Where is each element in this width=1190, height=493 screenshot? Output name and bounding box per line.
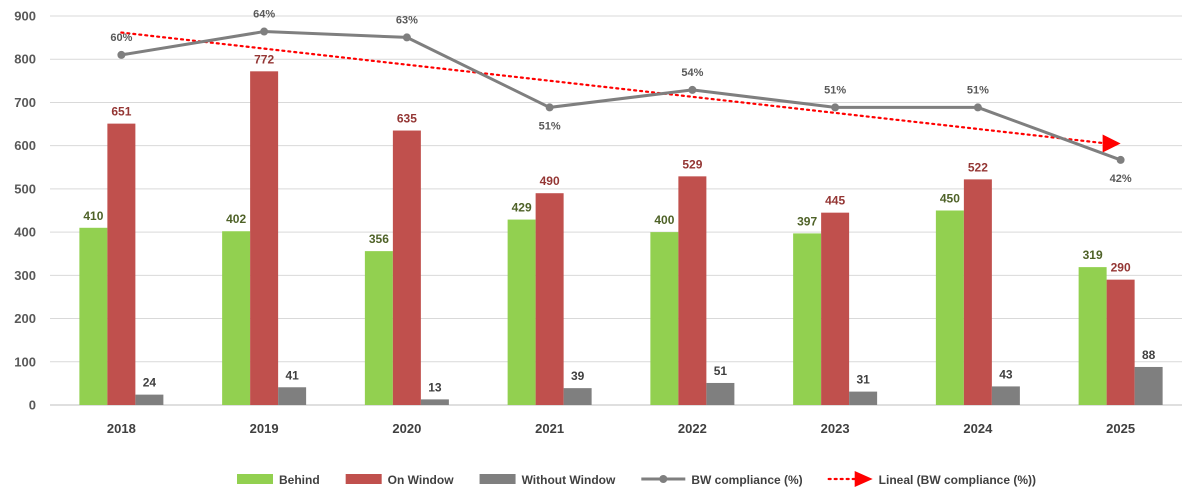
x-tick-label: 2022 <box>678 421 707 436</box>
data-label: 43 <box>999 367 1013 381</box>
legend-swatch <box>479 474 516 484</box>
legend-label: Behind <box>279 473 320 487</box>
y-tick-label: 600 <box>14 138 36 153</box>
data-label: 429 <box>512 201 532 215</box>
bar-on-window <box>963 179 992 405</box>
y-tick-label: 200 <box>14 311 36 326</box>
y-tick-label: 300 <box>14 268 36 283</box>
legend-label: On Window <box>388 473 455 487</box>
compliance-point <box>545 103 554 112</box>
bar-without-window <box>278 387 307 405</box>
bar-on-window <box>1106 279 1135 405</box>
bar-behind <box>650 232 679 405</box>
compliance-label: 51% <box>539 120 561 132</box>
data-label: 356 <box>369 232 389 246</box>
compliance-label: 54% <box>681 67 703 79</box>
compliance-line <box>121 30 1122 162</box>
bar-behind <box>507 219 536 405</box>
bar-on-window <box>392 130 421 406</box>
data-label: 529 <box>682 157 702 171</box>
data-label: 397 <box>797 214 817 228</box>
bar-on-window <box>678 176 707 405</box>
legend-label: BW compliance (%) <box>691 473 802 487</box>
bar-without-window <box>991 386 1020 405</box>
trend-arrow-marker <box>1102 134 1121 153</box>
x-tick-label: 2023 <box>821 421 850 436</box>
legend-label: Without Window <box>522 473 616 487</box>
bar-without-window <box>563 388 592 405</box>
compliance-label: 64% <box>253 9 275 21</box>
bar-on-window <box>535 193 564 405</box>
compliance-label: 60% <box>110 32 132 44</box>
bar-on-window <box>250 71 279 405</box>
y-tick-label: 100 <box>14 354 36 369</box>
data-label: 319 <box>1083 248 1103 262</box>
bar-behind <box>935 210 964 405</box>
data-label: 51 <box>714 364 728 378</box>
data-label: 490 <box>540 174 560 188</box>
bar-behind <box>1078 267 1107 405</box>
bar-behind <box>364 251 393 405</box>
data-label: 41 <box>285 368 299 382</box>
data-label: 88 <box>1142 348 1156 362</box>
bar-without-window <box>706 382 735 405</box>
legend-swatch <box>854 471 873 487</box>
data-label: 651 <box>111 105 131 119</box>
x-tick-label: 2025 <box>1106 421 1135 436</box>
y-tick-label: 900 <box>14 9 36 24</box>
bar-behind <box>793 233 822 405</box>
bar-without-window <box>135 394 164 405</box>
data-label: 290 <box>1111 261 1131 275</box>
x-tick-label: 2018 <box>107 421 136 436</box>
data-label: 522 <box>968 160 988 174</box>
y-tick-label: 800 <box>14 52 36 67</box>
compliance-point <box>688 85 697 94</box>
x-tick-label: 2020 <box>392 421 421 436</box>
bar-behind <box>222 231 251 405</box>
compliance-label: 63% <box>396 14 418 26</box>
y-tick-label: 0 <box>29 398 36 413</box>
data-label: 445 <box>825 194 845 208</box>
legend-swatch <box>659 475 668 483</box>
compliance-label: 51% <box>824 84 846 96</box>
legend-swatch <box>345 474 382 484</box>
y-tick-label: 500 <box>14 181 36 196</box>
x-tick-label: 2019 <box>250 421 279 436</box>
compliance-point <box>1116 155 1125 164</box>
data-label: 635 <box>397 112 417 126</box>
compliance-point <box>402 33 411 42</box>
data-label: 410 <box>83 209 103 223</box>
data-label: 24 <box>143 376 157 390</box>
compliance-label: 51% <box>967 84 989 96</box>
legend-swatch <box>237 474 273 484</box>
compliance-label: 42% <box>1110 173 1132 185</box>
bar-without-window <box>1134 366 1163 405</box>
data-label: 39 <box>571 369 585 383</box>
x-tick-label: 2024 <box>963 421 993 436</box>
compliance-point <box>831 103 840 112</box>
compliance-point <box>973 103 982 112</box>
data-label: 772 <box>254 52 274 66</box>
compliance-point <box>117 50 126 59</box>
data-label: 13 <box>428 380 442 394</box>
bar-behind <box>79 227 108 405</box>
data-label: 450 <box>940 192 960 206</box>
bar-on-window <box>821 212 850 405</box>
data-label: 31 <box>856 373 870 387</box>
x-tick-label: 2021 <box>535 421 564 436</box>
y-tick-label: 700 <box>14 95 36 110</box>
data-label: 400 <box>654 213 674 227</box>
y-tick-label: 400 <box>14 225 36 240</box>
bar-without-window <box>420 399 449 405</box>
compliance-point <box>260 27 269 36</box>
bar-on-window <box>107 123 136 405</box>
bar-without-window <box>849 391 878 405</box>
legend-label: Lineal (BW compliance (%)) <box>879 473 1036 487</box>
data-label: 402 <box>226 212 246 226</box>
